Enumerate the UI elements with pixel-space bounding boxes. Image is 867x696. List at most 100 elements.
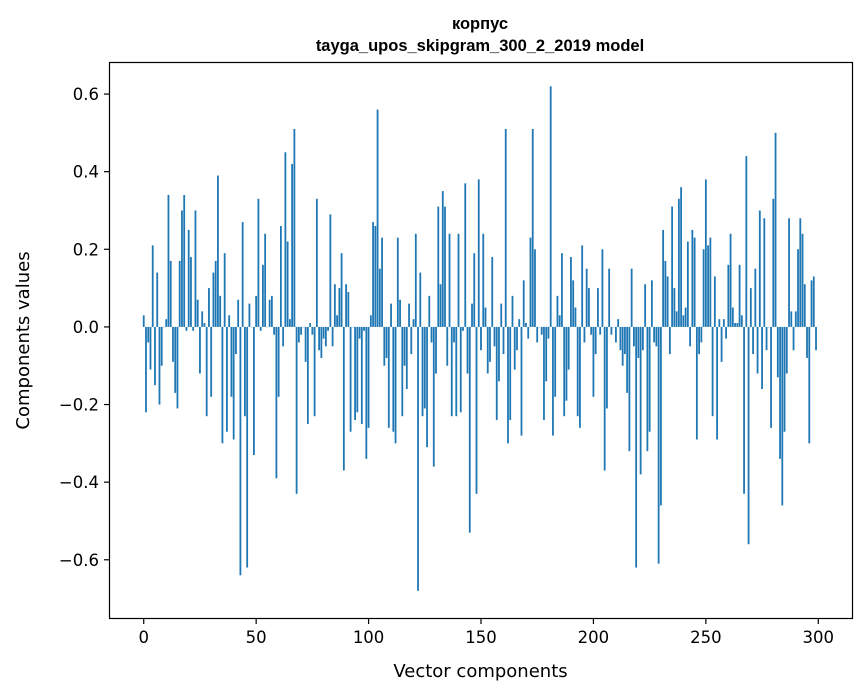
bar	[237, 299, 240, 327]
bar	[552, 326, 554, 436]
bar	[187, 229, 190, 327]
bar	[684, 307, 687, 327]
bar	[239, 326, 242, 576]
bar	[608, 268, 611, 327]
bar	[333, 284, 336, 327]
bar	[221, 326, 224, 444]
bar	[635, 326, 638, 568]
bar	[677, 198, 680, 327]
bar	[507, 326, 509, 444]
bar	[410, 326, 413, 355]
bar	[205, 326, 208, 417]
bar	[158, 326, 161, 405]
bar	[615, 326, 617, 343]
bar	[208, 288, 210, 327]
bar	[621, 326, 624, 366]
bar	[279, 226, 282, 327]
y-tick-label: 0.0	[73, 318, 99, 337]
bar	[142, 315, 145, 327]
bar	[210, 326, 213, 397]
bar	[781, 326, 784, 506]
bar	[194, 210, 197, 327]
bar	[592, 326, 595, 397]
bar	[203, 323, 206, 327]
bar	[466, 326, 469, 374]
bar	[246, 326, 249, 568]
bar	[565, 326, 568, 401]
bar	[435, 326, 437, 374]
bar	[498, 326, 500, 382]
bar	[718, 319, 721, 327]
bar	[482, 233, 485, 327]
bar	[639, 326, 642, 475]
bar	[516, 326, 518, 351]
bar	[360, 326, 363, 424]
bar	[788, 218, 790, 327]
bar	[603, 326, 606, 471]
bar	[495, 326, 498, 421]
bar	[255, 295, 258, 327]
bar	[282, 326, 285, 347]
bar	[235, 326, 237, 355]
bar	[347, 291, 350, 327]
bar	[722, 319, 725, 327]
bar	[738, 264, 741, 327]
bar	[372, 222, 374, 327]
bar	[713, 276, 716, 327]
bar	[145, 326, 147, 413]
bar	[489, 326, 491, 362]
bar	[459, 326, 462, 413]
bar	[394, 326, 397, 444]
x-tick-label: 50	[246, 628, 267, 647]
bar	[448, 233, 451, 327]
bar	[172, 326, 174, 362]
bar	[527, 326, 530, 339]
bar	[376, 109, 379, 327]
bar	[450, 326, 453, 417]
bar	[650, 280, 653, 327]
bar	[349, 326, 352, 432]
bar	[365, 326, 368, 459]
bar	[257, 198, 260, 327]
bar	[345, 284, 347, 327]
bar	[558, 315, 561, 327]
bar	[709, 237, 712, 327]
bar	[536, 326, 539, 343]
bar	[439, 284, 442, 327]
bar	[320, 326, 323, 358]
x-tick-label: 0	[138, 628, 149, 647]
bar	[747, 326, 750, 545]
bar	[214, 260, 217, 327]
bar	[682, 315, 685, 327]
bar	[547, 326, 550, 339]
bar	[531, 128, 534, 327]
bar	[336, 315, 338, 327]
bar	[167, 194, 170, 327]
bar	[657, 326, 660, 564]
bar	[342, 326, 345, 471]
x-tick-label: 250	[690, 628, 722, 647]
bar	[300, 326, 303, 335]
bar	[306, 326, 309, 424]
bar	[655, 326, 658, 347]
bar	[363, 326, 365, 331]
bar	[641, 326, 644, 351]
bar	[273, 326, 276, 335]
bar	[704, 179, 707, 327]
bar	[752, 326, 754, 355]
plot-frame	[108, 61, 854, 620]
bar	[327, 326, 329, 331]
bar	[720, 326, 723, 362]
bar	[264, 233, 267, 327]
bar	[509, 326, 512, 421]
bar	[680, 187, 683, 327]
x-tick-label: 200	[578, 628, 610, 647]
chart-subtitle: tayga_upos_skipgram_300_2_2019 model	[316, 37, 644, 55]
bar	[630, 268, 633, 327]
bar	[716, 326, 718, 440]
bar	[644, 284, 647, 327]
bar	[338, 288, 341, 327]
bar	[628, 326, 631, 452]
bar	[581, 245, 584, 327]
bar	[686, 241, 689, 327]
